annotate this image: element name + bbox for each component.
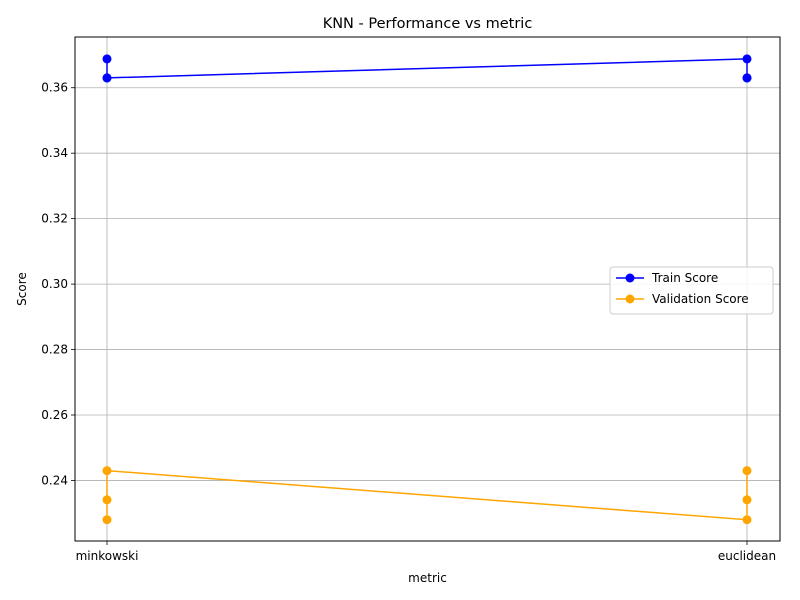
data-point — [102, 466, 112, 476]
data-point — [102, 495, 112, 505]
legend-label: Train Score — [651, 271, 718, 285]
legend-label: Validation Score — [652, 292, 749, 306]
y-tick-label: 0.36 — [41, 81, 68, 95]
data-point — [742, 73, 752, 83]
x-axis-label: metric — [408, 571, 447, 585]
y-tick-label: 0.24 — [41, 473, 68, 487]
y-tick-label: 0.34 — [41, 146, 68, 160]
y-tick-label: 0.28 — [41, 343, 68, 357]
series-validation-score — [102, 466, 752, 525]
x-tick-label: euclidean — [718, 549, 776, 563]
data-point — [102, 73, 112, 83]
grid — [75, 37, 780, 541]
series-line — [106, 58, 748, 79]
data-point — [742, 54, 752, 64]
legend-box — [609, 266, 774, 315]
series-train-score — [102, 54, 752, 83]
legend-marker — [625, 294, 635, 304]
data-point — [742, 466, 752, 476]
y-tick-label: 0.26 — [41, 408, 68, 422]
data-point — [742, 495, 752, 505]
y-axis-label: Score — [15, 272, 29, 306]
axes-frame — [74, 36, 781, 542]
chart-title: KNN - Performance vs metric — [323, 16, 533, 32]
data-point — [742, 515, 752, 525]
y-tick-label: 0.32 — [41, 212, 68, 226]
data-point — [102, 54, 112, 64]
ticks: minkowski euclidean 0.24 0.26 0.28 0.30 0.32 0.… — [41, 81, 776, 563]
legend: Train Score Validation Score — [609, 266, 774, 315]
y-tick-label: 0.30 — [41, 277, 68, 291]
x-tick-label: minkowski — [76, 549, 139, 563]
legend-item: Train Score — [616, 271, 718, 285]
data-point — [102, 515, 112, 525]
legend-item: Validation Score — [616, 292, 749, 306]
series-layer — [102, 54, 752, 525]
legend-marker — [625, 273, 635, 283]
